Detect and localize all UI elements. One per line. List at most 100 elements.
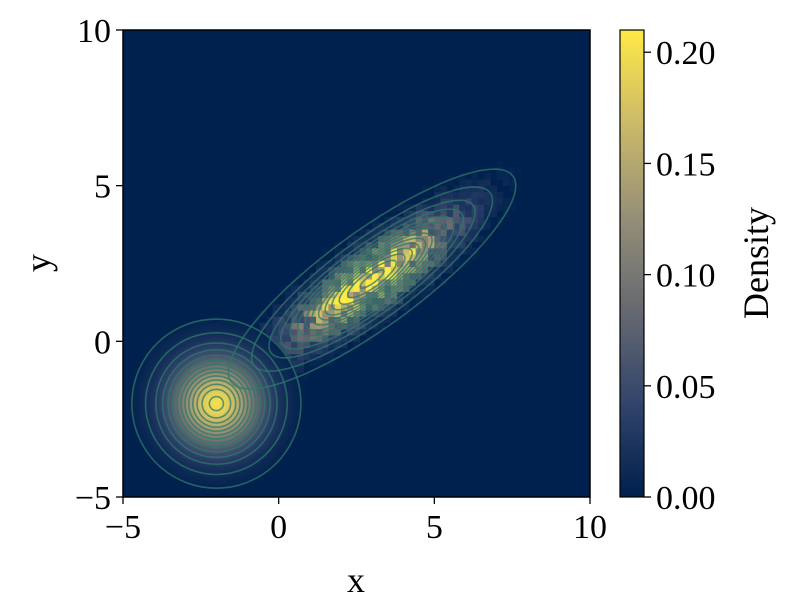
histogram-cell xyxy=(291,279,298,286)
histogram-cell xyxy=(378,297,385,305)
histogram-cell xyxy=(340,335,348,342)
histogram-cell xyxy=(453,260,460,268)
histogram-cell xyxy=(322,347,329,355)
histogram-cell xyxy=(328,353,336,361)
histogram-cell xyxy=(459,173,466,180)
histogram-cell xyxy=(415,216,423,224)
y-axis-label: y xyxy=(18,254,58,272)
histogram-cell xyxy=(484,179,491,187)
histogram-cell xyxy=(284,335,292,342)
y-tick-label: 0 xyxy=(94,324,111,361)
histogram-cell xyxy=(334,341,342,348)
histogram-cell xyxy=(484,241,491,249)
histogram-cell xyxy=(453,254,460,261)
histogram-cell xyxy=(471,229,479,236)
histogram-cell xyxy=(415,210,423,218)
histogram-cell xyxy=(347,335,354,342)
histogram-cell xyxy=(297,316,304,324)
histogram-cell xyxy=(409,285,417,292)
histogram-cell xyxy=(384,279,392,286)
histogram-cell xyxy=(278,310,286,317)
histogram-cell xyxy=(309,328,317,336)
histogram-cell xyxy=(459,204,466,211)
histogram-cell xyxy=(365,322,373,330)
histogram-cell xyxy=(322,266,329,274)
y-tick-label: −5 xyxy=(75,480,111,517)
histogram-cell xyxy=(384,310,392,317)
histogram-cell xyxy=(372,328,379,336)
histogram-cell xyxy=(297,341,304,348)
histogram-cell xyxy=(459,191,466,199)
histogram-cell xyxy=(384,266,392,274)
histogram-cell xyxy=(316,316,323,324)
histogram-cell xyxy=(403,303,410,311)
histogram-cell xyxy=(509,166,516,174)
histogram-cell xyxy=(440,247,448,255)
contour-line xyxy=(317,237,427,321)
histogram-cell xyxy=(477,223,485,230)
histogram-cell xyxy=(297,310,304,317)
histogram-cell xyxy=(334,347,342,355)
histogram-cell xyxy=(291,310,298,317)
histogram-cell xyxy=(316,360,323,367)
contour-line xyxy=(338,253,406,306)
histogram-cell xyxy=(384,303,392,311)
histogram-cell xyxy=(284,347,292,355)
histogram-cell xyxy=(353,241,361,249)
histogram-cell xyxy=(477,185,485,193)
histogram-cell xyxy=(471,254,479,261)
histogram-cell xyxy=(278,322,286,330)
histogram-cell xyxy=(328,279,336,286)
histogram-cell xyxy=(347,247,354,255)
histogram-cell xyxy=(378,235,385,243)
histogram-cell xyxy=(297,297,304,305)
histogram-cell xyxy=(415,204,423,211)
histogram-cell xyxy=(303,335,311,342)
histogram-cell xyxy=(334,260,342,268)
histogram-cell xyxy=(359,229,367,236)
histogram-cell xyxy=(490,191,497,199)
colorbar: 0.00 0.05 0.10 0.15 0.20 Density xyxy=(619,29,776,517)
histogram-cell xyxy=(316,272,323,280)
histogram-cell xyxy=(297,366,304,373)
histogram-cell xyxy=(328,285,336,292)
histogram-cell xyxy=(365,266,373,274)
histogram-cell xyxy=(322,353,329,361)
histogram-cell xyxy=(484,210,491,218)
histogram-cell xyxy=(316,322,323,330)
histogram-cell xyxy=(340,347,348,355)
histogram-cell xyxy=(421,204,429,211)
histogram-cell xyxy=(496,216,504,224)
histogram-cell xyxy=(484,198,491,205)
histogram-cell xyxy=(328,297,336,305)
histogram-cell xyxy=(409,272,417,280)
histogram-cell xyxy=(484,191,491,199)
histogram-cell xyxy=(509,204,516,211)
histogram-cell xyxy=(496,191,504,199)
x-tick-label: 0 xyxy=(270,509,287,546)
histogram-cell xyxy=(328,328,336,336)
histogram-cell xyxy=(372,235,379,243)
histogram-cell xyxy=(465,229,473,236)
histogram-cell xyxy=(465,204,473,211)
contour-line xyxy=(304,227,440,332)
histogram-cell xyxy=(365,297,373,305)
histogram-cell xyxy=(434,198,441,205)
histogram-cell xyxy=(316,341,323,348)
histogram-cell xyxy=(340,297,348,305)
histogram-cell xyxy=(403,204,410,211)
histogram-cell xyxy=(334,303,342,311)
histogram-cell xyxy=(322,335,329,342)
histogram-cell xyxy=(415,279,423,286)
histogram-cell xyxy=(421,235,429,243)
histogram-cell xyxy=(353,285,361,292)
histogram-cell xyxy=(409,291,417,299)
histogram-cell xyxy=(340,247,348,255)
contour-line xyxy=(161,348,271,459)
histogram-cell xyxy=(465,185,473,193)
histogram-cell xyxy=(471,191,479,199)
histogram-cell xyxy=(291,328,298,336)
histogram-cell xyxy=(477,216,485,224)
histogram-cell xyxy=(434,260,441,268)
colorbar-gradient xyxy=(619,29,645,498)
